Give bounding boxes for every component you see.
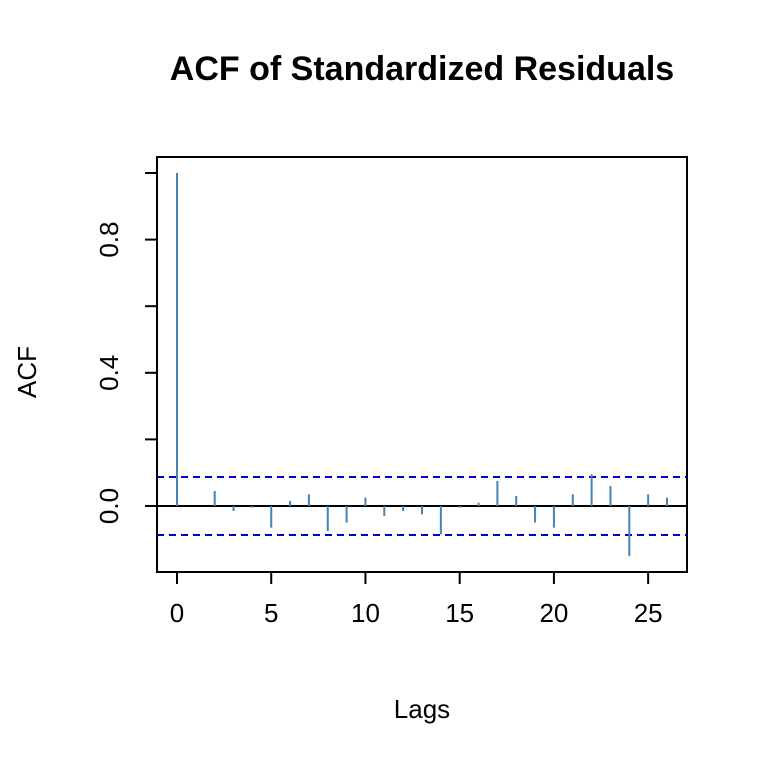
x-axis-label: Lags xyxy=(394,694,450,724)
x-tick-label: 0 xyxy=(170,598,184,628)
confidence-bands xyxy=(157,476,687,536)
x-tick-label: 15 xyxy=(445,598,474,628)
x-tick-label: 25 xyxy=(634,598,663,628)
y-tick-label: 0.8 xyxy=(94,222,124,258)
x-tick-label: 20 xyxy=(539,598,568,628)
y-tick-label: 0.0 xyxy=(94,488,124,524)
y-tick-label: 0.4 xyxy=(94,355,124,391)
y-axis-label: ACF xyxy=(12,346,42,398)
x-tick-label: 5 xyxy=(264,598,278,628)
plot-frame xyxy=(156,156,688,573)
y-axis: 0.0 0.4 0.8 xyxy=(94,172,157,524)
x-tick-label: 10 xyxy=(351,598,380,628)
acf-bars xyxy=(176,173,668,556)
x-axis: 0 5 10 15 20 25 xyxy=(170,572,663,628)
chart-title: ACF of Standardized Residuals xyxy=(170,50,674,88)
